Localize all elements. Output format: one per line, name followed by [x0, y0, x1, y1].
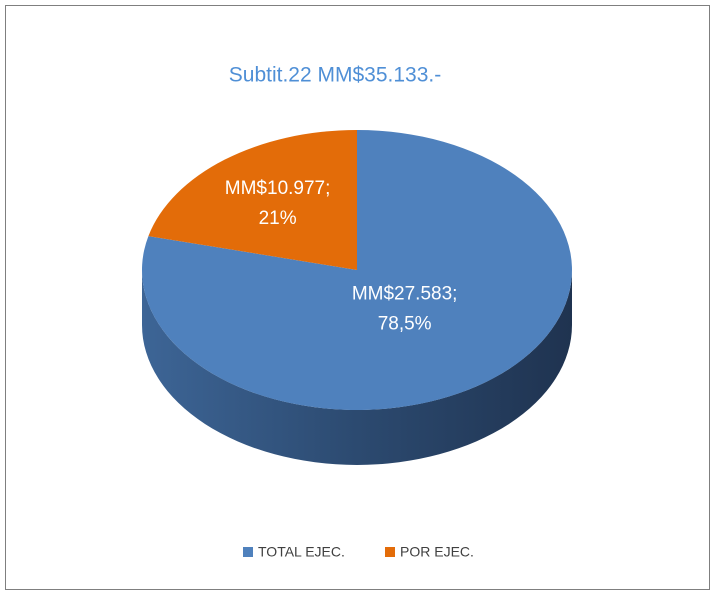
data-label-line: MM$27.583;: [352, 284, 458, 305]
data-label-line: 21%: [259, 208, 297, 229]
pie-side: [142, 270, 572, 465]
legend-label: TOTAL EJEC.: [258, 544, 345, 560]
pie-slice: [148, 130, 357, 270]
data-label-line: 78,5%: [378, 314, 432, 335]
data-label-line: MM$10.977;: [225, 178, 331, 199]
pie-slice: [142, 130, 573, 411]
legend-label: POR EJEC.: [400, 544, 474, 560]
data-label: MM$27.583; 78,5%: [352, 284, 458, 335]
legend-swatch: [243, 547, 253, 557]
data-label: MM$10.977; 21%: [225, 178, 331, 229]
chart-title: Subtit.22 MM$35.133.-: [229, 64, 441, 87]
legend-swatch: [385, 547, 395, 557]
